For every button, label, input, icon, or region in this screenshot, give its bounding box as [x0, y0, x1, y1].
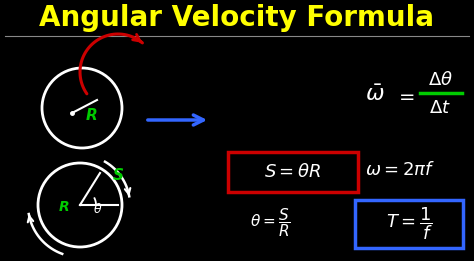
Text: Angular Velocity Formula: Angular Velocity Formula	[39, 4, 435, 32]
Text: $T = \dfrac{1}{f}$: $T = \dfrac{1}{f}$	[386, 206, 432, 242]
Text: $\theta$: $\theta$	[93, 202, 103, 216]
Text: $\omega = 2\pi f$: $\omega = 2\pi f$	[365, 161, 435, 179]
Text: $\theta = \dfrac{S}{R}$: $\theta = \dfrac{S}{R}$	[250, 207, 290, 239]
Text: R: R	[59, 200, 69, 214]
Bar	[228, 152, 358, 192]
Text: $\bar{\omega}$: $\bar{\omega}$	[365, 85, 385, 105]
Text: R: R	[86, 109, 98, 123]
Text: S: S	[112, 168, 124, 182]
Text: $=$: $=$	[395, 86, 415, 104]
Text: $\Delta t$: $\Delta t$	[429, 99, 451, 117]
Text: $\Delta\theta$: $\Delta\theta$	[428, 71, 453, 89]
Bar	[355, 200, 463, 248]
Text: $S = \theta R$: $S = \theta R$	[264, 163, 322, 181]
